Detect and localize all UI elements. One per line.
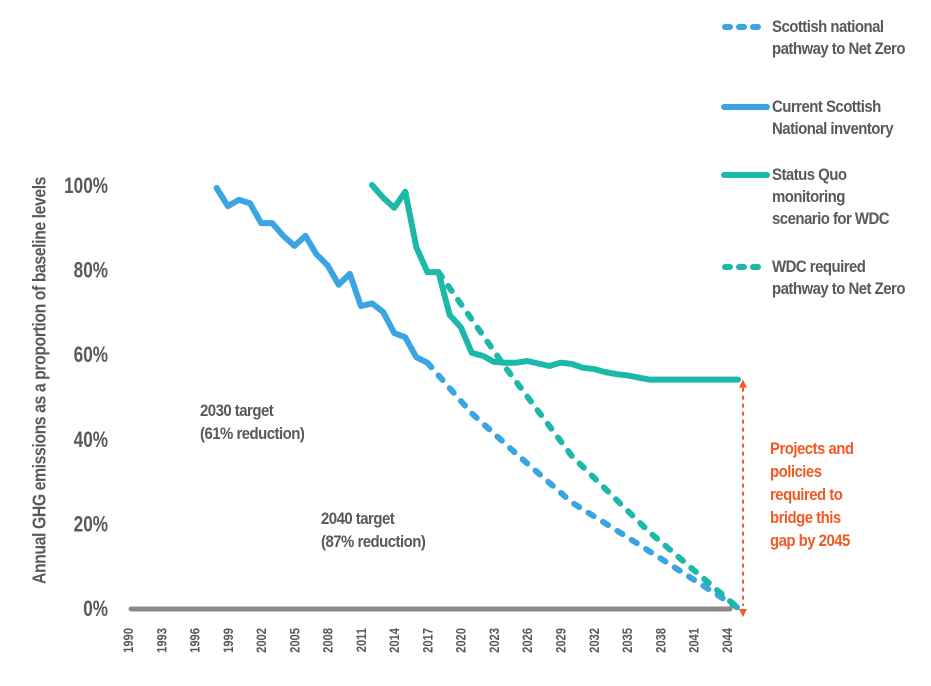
x-tick-label: 2035 — [620, 628, 635, 653]
legend-item-wdc-pathway: WDC required pathway to Net Zero — [720, 256, 931, 300]
x-tick-label: 1999 — [221, 628, 236, 653]
x-tick-label: 2002 — [254, 628, 269, 653]
legend-label: Scottish national pathway to Net Zero — [772, 17, 905, 58]
x-tick-label: 2041 — [686, 628, 701, 653]
y-axis-label: Annual GHG emissions as a proportion of … — [29, 176, 50, 585]
legend-swatch-teal-dotted — [720, 256, 770, 276]
gap-arrow-head-up — [739, 379, 747, 388]
x-tick-label: 1993 — [154, 628, 169, 653]
series-line-1 — [424, 359, 741, 611]
y-tick-label: 80% — [74, 259, 109, 284]
annotation-line: (87% reduction) — [321, 532, 426, 551]
x-tick-label: 2017 — [420, 628, 435, 653]
annotation-2030-target: 2030 target (61% reduction) — [200, 399, 305, 445]
annotation-line: 2030 target — [200, 401, 274, 420]
x-tick-label: 2026 — [520, 628, 535, 653]
y-tick-label: 40% — [74, 428, 109, 453]
series-line-4 — [435, 269, 741, 611]
gap-arrow-head-down — [739, 609, 747, 617]
legend-item-scottish-pathway: Scottish national pathway to Net Zero — [720, 16, 931, 60]
legend-label: Current Scottish National inventory — [772, 97, 894, 138]
legend-item-status-quo: Status Quo monitoring scenario for WDC — [720, 164, 922, 230]
legend-label: Status Quo monitoring scenario for WDC — [772, 165, 890, 228]
series-line-3 — [369, 182, 741, 383]
x-tick-label: 2008 — [320, 628, 335, 653]
x-tick-label: 2011 — [354, 628, 369, 652]
legend-label: WDC required pathway to Net Zero — [772, 257, 905, 298]
annotation-line: 2040 target — [321, 509, 395, 528]
x-tick-label: 2014 — [387, 628, 402, 653]
x-tick-label: 2023 — [487, 628, 502, 653]
series-line-2 — [213, 185, 431, 366]
legend-swatch-blue-solid — [720, 96, 770, 116]
legend-swatch-teal-solid — [720, 164, 770, 184]
legend-swatch-blue-dotted — [720, 16, 770, 36]
x-tick-label: 2044 — [720, 628, 735, 653]
y-tick-label: 0% — [83, 597, 108, 622]
x-tick-label: 1996 — [187, 628, 202, 653]
x-tick-label: 1990 — [121, 628, 136, 653]
annotation-gap-note: Projects and policies required to bridge… — [770, 439, 854, 550]
x-tick-label: 2038 — [653, 628, 668, 653]
x-tick-label: 2032 — [587, 628, 602, 653]
x-tick-label: 2020 — [454, 628, 469, 653]
annotation-2040-target: 2040 target (87% reduction) — [321, 507, 426, 553]
y-tick-label: 20% — [74, 512, 109, 537]
legend-item-scottish-inventory: Current Scottish National inventory — [720, 96, 931, 140]
annotation-line: (61% reduction) — [200, 424, 305, 443]
y-tick-label: 60% — [74, 343, 109, 368]
x-tick-label: 2005 — [287, 628, 302, 653]
x-tick-label: 2029 — [553, 628, 568, 653]
y-tick-label: 100% — [64, 174, 108, 199]
